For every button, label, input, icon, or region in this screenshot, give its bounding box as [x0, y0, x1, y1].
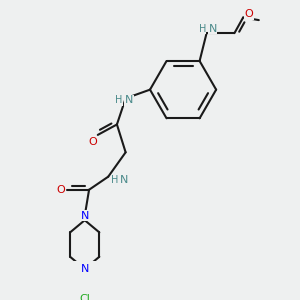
Text: H: H	[199, 24, 206, 34]
Text: O: O	[56, 185, 65, 195]
Text: O: O	[88, 137, 97, 147]
Text: N: N	[80, 211, 89, 221]
Text: N: N	[208, 24, 217, 34]
Text: N: N	[80, 264, 89, 274]
Text: H: H	[115, 95, 122, 105]
Text: Cl: Cl	[79, 294, 90, 300]
Text: H: H	[112, 175, 119, 185]
Text: N: N	[120, 175, 128, 185]
Text: O: O	[245, 9, 254, 19]
Text: N: N	[125, 95, 133, 105]
